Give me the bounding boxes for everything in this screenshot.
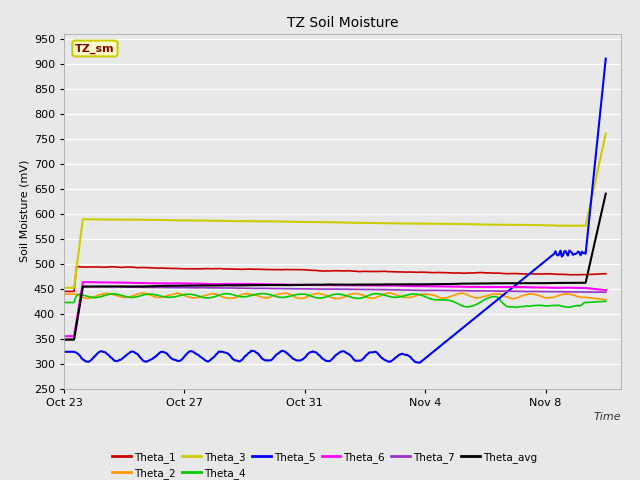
Theta_3 xyxy=(102,216,109,222)
Theta_7 xyxy=(437,288,445,293)
Theta_5 xyxy=(374,351,382,357)
Theta_1 xyxy=(437,270,445,276)
Theta_2 xyxy=(479,294,486,300)
Theta_2 xyxy=(374,294,382,300)
Theta_7 xyxy=(558,289,566,295)
Theta_5 xyxy=(558,253,566,259)
Theta_3 xyxy=(557,223,564,228)
Text: Time: Time xyxy=(593,412,621,422)
Theta_2 xyxy=(558,292,566,298)
Theta_avg xyxy=(436,281,444,287)
Theta_4 xyxy=(513,305,520,311)
Theta_5 xyxy=(415,360,422,366)
Line: Theta_5: Theta_5 xyxy=(64,59,605,363)
Title: TZ Soil Moisture: TZ Soil Moisture xyxy=(287,16,398,30)
Theta_6 xyxy=(602,288,609,293)
Theta_6 xyxy=(479,284,486,290)
Line: Theta_avg: Theta_avg xyxy=(64,194,605,340)
Theta_5 xyxy=(479,309,486,315)
Text: TZ_sm: TZ_sm xyxy=(75,43,115,54)
Theta_1 xyxy=(376,269,383,275)
Theta_4 xyxy=(437,297,445,303)
Theta_7 xyxy=(84,284,92,289)
Theta_avg xyxy=(602,191,609,197)
Theta_7 xyxy=(479,288,486,294)
Theta_avg xyxy=(102,284,109,289)
Theta_3 xyxy=(602,131,609,136)
Theta_7 xyxy=(60,336,68,342)
Theta_5 xyxy=(60,349,68,355)
Line: Theta_2: Theta_2 xyxy=(64,293,605,300)
Theta_4 xyxy=(376,291,383,297)
Theta_4 xyxy=(479,298,486,304)
Theta_avg xyxy=(60,337,68,343)
Line: Theta_3: Theta_3 xyxy=(64,133,605,288)
Theta_2 xyxy=(102,290,109,296)
Line: Theta_6: Theta_6 xyxy=(64,282,605,336)
Theta_5 xyxy=(102,349,109,355)
Theta_3 xyxy=(60,285,68,291)
Theta_7 xyxy=(376,287,383,292)
Theta_7 xyxy=(103,284,111,289)
Theta_1 xyxy=(103,264,111,270)
Theta_6 xyxy=(60,333,68,339)
Theta_2 xyxy=(602,297,609,302)
Theta_3 xyxy=(374,220,382,226)
Line: Theta_7: Theta_7 xyxy=(64,287,605,339)
Theta_3 xyxy=(489,222,497,228)
Line: Theta_1: Theta_1 xyxy=(64,266,605,291)
Theta_2 xyxy=(490,291,498,297)
Theta_1 xyxy=(490,270,498,276)
Theta_2 xyxy=(60,291,68,297)
Theta_6 xyxy=(81,279,89,285)
Theta_5 xyxy=(602,56,609,61)
Theta_6 xyxy=(437,284,445,289)
Theta_4 xyxy=(559,303,567,309)
Theta_avg xyxy=(557,280,564,286)
Theta_4 xyxy=(222,291,230,297)
Y-axis label: Soil Moisture (mV): Soil Moisture (mV) xyxy=(20,160,29,263)
Theta_1 xyxy=(73,264,81,269)
Theta_4 xyxy=(60,300,68,305)
Line: Theta_4: Theta_4 xyxy=(64,294,605,308)
Theta_2 xyxy=(386,290,394,296)
Theta_6 xyxy=(490,284,498,290)
Theta_3 xyxy=(477,222,485,228)
Theta_6 xyxy=(558,285,566,291)
Theta_6 xyxy=(103,279,111,285)
Theta_1 xyxy=(558,272,566,277)
Theta_5 xyxy=(437,343,445,348)
Theta_1 xyxy=(479,270,486,276)
Legend: Theta_1, Theta_2, Theta_3, Theta_4, Theta_5, Theta_6, Theta_7, Theta_avg: Theta_1, Theta_2, Theta_3, Theta_4, Thet… xyxy=(108,448,541,480)
Theta_1 xyxy=(60,288,68,294)
Theta_1 xyxy=(602,271,609,276)
Theta_5 xyxy=(490,300,498,305)
Theta_7 xyxy=(490,288,498,294)
Theta_4 xyxy=(102,292,109,298)
Theta_4 xyxy=(490,294,498,300)
Theta_3 xyxy=(436,221,444,227)
Theta_avg xyxy=(374,282,382,288)
Theta_avg xyxy=(489,280,497,286)
Theta_4 xyxy=(602,299,609,304)
Theta_2 xyxy=(437,295,445,300)
Theta_avg xyxy=(477,281,485,287)
Theta_6 xyxy=(376,283,383,288)
Theta_7 xyxy=(602,289,609,295)
